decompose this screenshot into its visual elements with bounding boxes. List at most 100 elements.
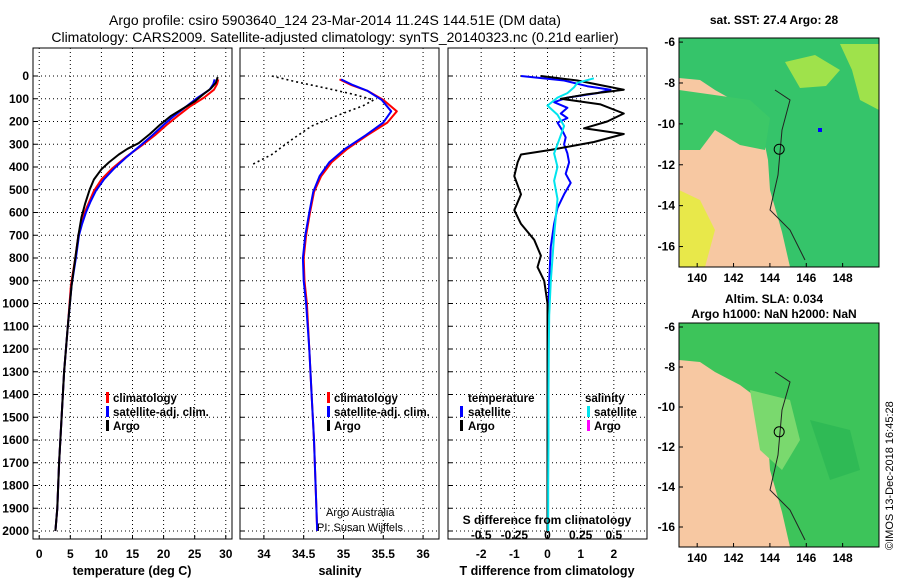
sst-map-shelf-region — [785, 55, 840, 88]
legend-title-salinity: salinity — [585, 393, 625, 405]
depth-tick-label: 1000 — [2, 297, 29, 311]
series-line-satellite-adj-clim- — [54, 79, 216, 532]
map-x-tick-label: 146 — [796, 551, 816, 565]
x-tick-label: 35 — [337, 547, 351, 561]
depth-tick-label: 400 — [9, 160, 29, 174]
x-tick-label: 20 — [157, 547, 171, 561]
legend-label-climatology: climatology — [113, 393, 178, 405]
sst-map-frame — [678, 37, 880, 268]
x-tick-label: 1 — [577, 547, 584, 561]
legend-swatch-t-satellite — [460, 406, 463, 417]
credit-line-2: PI: Susan Wijffels — [317, 522, 403, 534]
s-diff-tick-label: -0.5 — [471, 528, 492, 542]
sst-map — [678, 37, 880, 268]
footer-stamp: ©IMOS 13-Dec-2018 16:45:28 — [884, 401, 896, 550]
map-y-tick-label: -14 — [658, 199, 676, 213]
legend-swatch-s-argo — [587, 420, 590, 431]
sst-map-ocean — [679, 38, 879, 267]
depth-tick-label: 300 — [9, 137, 29, 151]
s-difference-axis-label: S difference from climatology — [463, 513, 632, 527]
temperature-panel — [32, 47, 233, 540]
sst-map-title: sat. SST: 27.4 Argo: 28 — [710, 13, 839, 27]
difference-legend: temperature satellite Argo salinity sate… — [460, 393, 637, 433]
depth-tick-label: 1800 — [2, 479, 29, 493]
sla-map-isobath — [769, 371, 806, 541]
depth-tick-label: 1900 — [2, 501, 29, 515]
map-y-tick-label: -16 — [658, 520, 676, 534]
sst-map-shelf-region — [840, 44, 879, 110]
grid-lines — [33, 48, 647, 539]
map-x-tick-label: 144 — [760, 551, 780, 565]
map-y-tick-label: -8 — [664, 76, 675, 90]
title-line-2: Climatology: CARS2009. Satellite-adjuste… — [51, 29, 618, 45]
depth-tick-label: 1700 — [2, 456, 29, 470]
x-tick-label: -1 — [509, 547, 520, 561]
map-y-tick-label: -14 — [658, 480, 676, 494]
legend-label-satellite: satellite-adj. clim. — [113, 407, 209, 419]
depth-tick-label: 2000 — [2, 524, 29, 538]
map-x-tick-label: 144 — [760, 271, 780, 285]
series-line-satellite-adj-clim- — [301, 78, 393, 532]
sst-map-warm-pool — [679, 90, 770, 150]
map-x-tick-label: 146 — [796, 271, 816, 285]
series-line-t-argo — [513, 75, 625, 531]
map-y-tick-label: -16 — [658, 240, 676, 254]
x-tick-label: 15 — [126, 547, 140, 561]
map-y-tick-label: -6 — [664, 35, 675, 49]
depth-tick-label: 700 — [9, 228, 29, 242]
map-y-tick-label: -10 — [658, 400, 676, 414]
salinity-axis-label: salinity — [318, 564, 361, 578]
map-x-tick-label: 142 — [724, 551, 744, 565]
x-tick-label: 25 — [188, 547, 202, 561]
sst-map-cold-pixel — [818, 128, 822, 132]
map-y-tick-label: -12 — [658, 158, 676, 172]
salinity-legend: climatology satellite-adj. clim. Argo Ar… — [317, 392, 430, 534]
legend-swatch-satellite — [327, 406, 330, 417]
sla-map-low-anomaly — [810, 420, 860, 480]
x-tick-label: 2 — [610, 547, 617, 561]
x-tick-label: 36 — [416, 547, 430, 561]
legend-label-climatology: climatology — [334, 393, 399, 405]
depth-tick-label: 1300 — [2, 365, 29, 379]
series-line-argo — [251, 75, 375, 166]
s-diff-tick-label: 0 — [544, 528, 551, 542]
title-line-1: Argo profile: csiro 5903640_124 23-Mar-2… — [109, 12, 561, 28]
s-diff-tick-label: -0.25 — [501, 528, 529, 542]
map-x-tick-label: 148 — [833, 551, 853, 565]
x-tick-label: 35.5 — [372, 547, 396, 561]
depth-tick-label: 1500 — [2, 410, 29, 424]
map-x-tick-label: 142 — [724, 271, 744, 285]
sla-map-title-2: Argo h1000: NaN h2000: NaN — [691, 307, 856, 321]
legend-label-s-satellite: satellite — [594, 407, 637, 419]
temperature-legend: climatology satellite-adj. clim. Argo — [106, 392, 209, 433]
salinity-panel — [239, 47, 440, 540]
series-line-t-satellite — [520, 75, 612, 531]
legend-swatch-argo — [106, 420, 109, 431]
t-difference-axis-label: T difference from climatology — [459, 564, 634, 578]
legend-swatch-argo — [327, 420, 330, 431]
legend-label-s-argo: Argo — [594, 421, 621, 433]
depth-tick-label: 1600 — [2, 433, 29, 447]
legend-label-t-satellite: satellite — [468, 407, 511, 419]
legend-label-argo: Argo — [113, 421, 140, 433]
x-tick-label: 0 — [36, 547, 43, 561]
sst-map-warm-region — [679, 190, 715, 267]
profile-location-marker — [773, 143, 785, 155]
credit-line-1: Argo Australia — [326, 507, 395, 519]
x-tick-label: 30 — [219, 547, 233, 561]
s-diff-tick-label: 0.5 — [605, 528, 622, 542]
series-line-argo — [54, 76, 219, 532]
legend-label-argo: Argo — [334, 421, 361, 433]
legend-label-t-argo: Argo — [468, 421, 495, 433]
x-tick-label: 10 — [95, 547, 109, 561]
x-tick-label: 5 — [67, 547, 74, 561]
sla-map — [678, 322, 880, 548]
legend-title-temperature: temperature — [468, 393, 534, 405]
sst-map-isobath — [769, 89, 806, 261]
map-y-tick-label: -8 — [664, 360, 675, 374]
x-tick-label: 0 — [544, 547, 551, 561]
series-line-climatology — [54, 79, 220, 532]
legend-swatch-climatology — [106, 392, 109, 403]
profile-series — [54, 75, 625, 532]
